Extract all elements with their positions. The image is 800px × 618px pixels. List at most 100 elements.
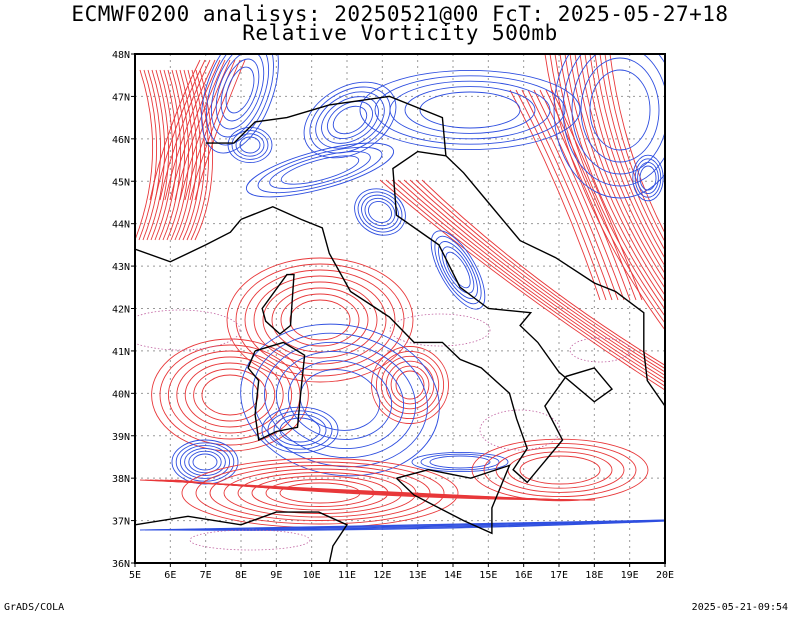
contour-line: [182, 69, 202, 241]
contour-line: [632, 154, 664, 202]
contour-line: [169, 59, 221, 201]
contour-line: [269, 151, 371, 189]
contour-line: [176, 356, 284, 434]
contour-line: [201, 374, 259, 416]
contour-line: [391, 179, 665, 383]
contour-line: [195, 461, 445, 525]
contour-line: [374, 75, 566, 145]
contour-line: [315, 91, 385, 149]
contour-line: [190, 69, 210, 241]
contour-line: [420, 453, 500, 471]
contour-line: [154, 59, 206, 201]
contour-line: [368, 201, 392, 223]
contour-line: [164, 520, 665, 531]
contour-line: [544, 54, 665, 331]
contour-line: [609, 54, 665, 235]
contour-line: [379, 179, 665, 391]
contour-line: [589, 54, 665, 267]
contour-line: [395, 370, 425, 400]
coastline-segment: [261, 273, 295, 335]
contour-line: [162, 69, 182, 241]
lon-tick-label: 11E: [338, 570, 356, 581]
contour-line: [280, 155, 360, 185]
contour-line: [154, 69, 174, 241]
lon-tick-label: 9E: [270, 570, 282, 581]
contour-line: [166, 69, 186, 241]
contour-line: [184, 447, 226, 477]
contour-line: [637, 161, 659, 195]
contour-line: [327, 100, 373, 140]
coastlines: [135, 95, 665, 563]
contour-line: [634, 158, 662, 198]
contour-line: [170, 69, 190, 241]
contour-line: [252, 332, 428, 468]
lon-tick-label: 13E: [409, 570, 427, 581]
contour-line: [562, 54, 665, 187]
contour-line: [553, 54, 665, 199]
contour-line: [594, 54, 665, 260]
contour-line: [220, 58, 260, 122]
zero-contour: [389, 313, 491, 347]
contour-line: [409, 179, 665, 373]
lon-tick-label: 5E: [129, 570, 141, 581]
contour-line: [289, 299, 351, 341]
contour-line: [215, 54, 265, 130]
contour-line: [244, 269, 396, 371]
chart-title: ECMWF0200 analisys: 20250521@00 FcT: 202…: [71, 2, 729, 26]
lat-tick-label: 36N: [112, 559, 130, 570]
lon-tick-label: 19E: [621, 570, 639, 581]
contour-line: [545, 89, 637, 301]
contour-line: [206, 54, 274, 146]
contour-line: [186, 69, 206, 241]
contour-line: [142, 69, 162, 241]
contour-line: [415, 179, 665, 370]
contour-line: [361, 194, 399, 230]
zero-contour: [189, 529, 311, 551]
contour-line: [271, 287, 369, 353]
lat-tick-label: 41N: [112, 347, 130, 358]
contour-line: [364, 197, 396, 227]
contour-line: [245, 142, 395, 198]
contour-line: [359, 69, 581, 151]
coastline-segment: [135, 218, 242, 263]
lat-tick-label: 48N: [112, 50, 130, 61]
contour-line: [397, 179, 665, 380]
contour-line: [167, 350, 293, 440]
lon-tick-label: 17E: [550, 570, 568, 581]
contour-line: [564, 54, 665, 304]
contour-line: [135, 69, 154, 241]
contour-line: [303, 81, 397, 159]
contour-line: [151, 338, 309, 452]
contour-line: [403, 179, 665, 376]
footer-credit: GrADS/COLA: [4, 602, 65, 613]
contour-line: [579, 54, 665, 282]
contour-line: [357, 191, 403, 233]
lat-tick-label: 43N: [112, 262, 130, 273]
lon-tick-label: 8E: [235, 570, 247, 581]
lat-tick-label: 45N: [112, 177, 130, 188]
lat-tick-label: 42N: [112, 305, 130, 316]
contour-line: [419, 91, 521, 129]
latitude-labels: 36N 37N 38N 39N 40N 41N 42N 43N 44N 45N 46N 47N 48N: [112, 50, 135, 570]
lon-tick-label: 14E: [444, 570, 462, 581]
contour-line: [404, 86, 536, 134]
zero-contour: [479, 409, 561, 451]
coastline-segment: [247, 341, 306, 442]
vorticity-contours: [135, 54, 665, 551]
lon-tick-label: 15E: [479, 570, 497, 581]
chart-subtitle: Relative Vorticity 500mb: [242, 21, 558, 45]
lat-tick-label: 44N: [112, 220, 130, 231]
lat-tick-label: 39N: [112, 432, 130, 443]
lon-tick-label: 10E: [303, 570, 321, 581]
contour-line: [371, 346, 449, 424]
contour-line: [194, 59, 246, 201]
contour-line: [509, 89, 601, 301]
lon-tick-label: 6E: [164, 570, 176, 581]
contour-line: [309, 86, 391, 154]
contour-line: [599, 54, 665, 252]
contour-line: [209, 465, 431, 521]
contour-line: [210, 54, 270, 138]
contour-line: [201, 54, 279, 154]
contour-line: [332, 105, 368, 135]
